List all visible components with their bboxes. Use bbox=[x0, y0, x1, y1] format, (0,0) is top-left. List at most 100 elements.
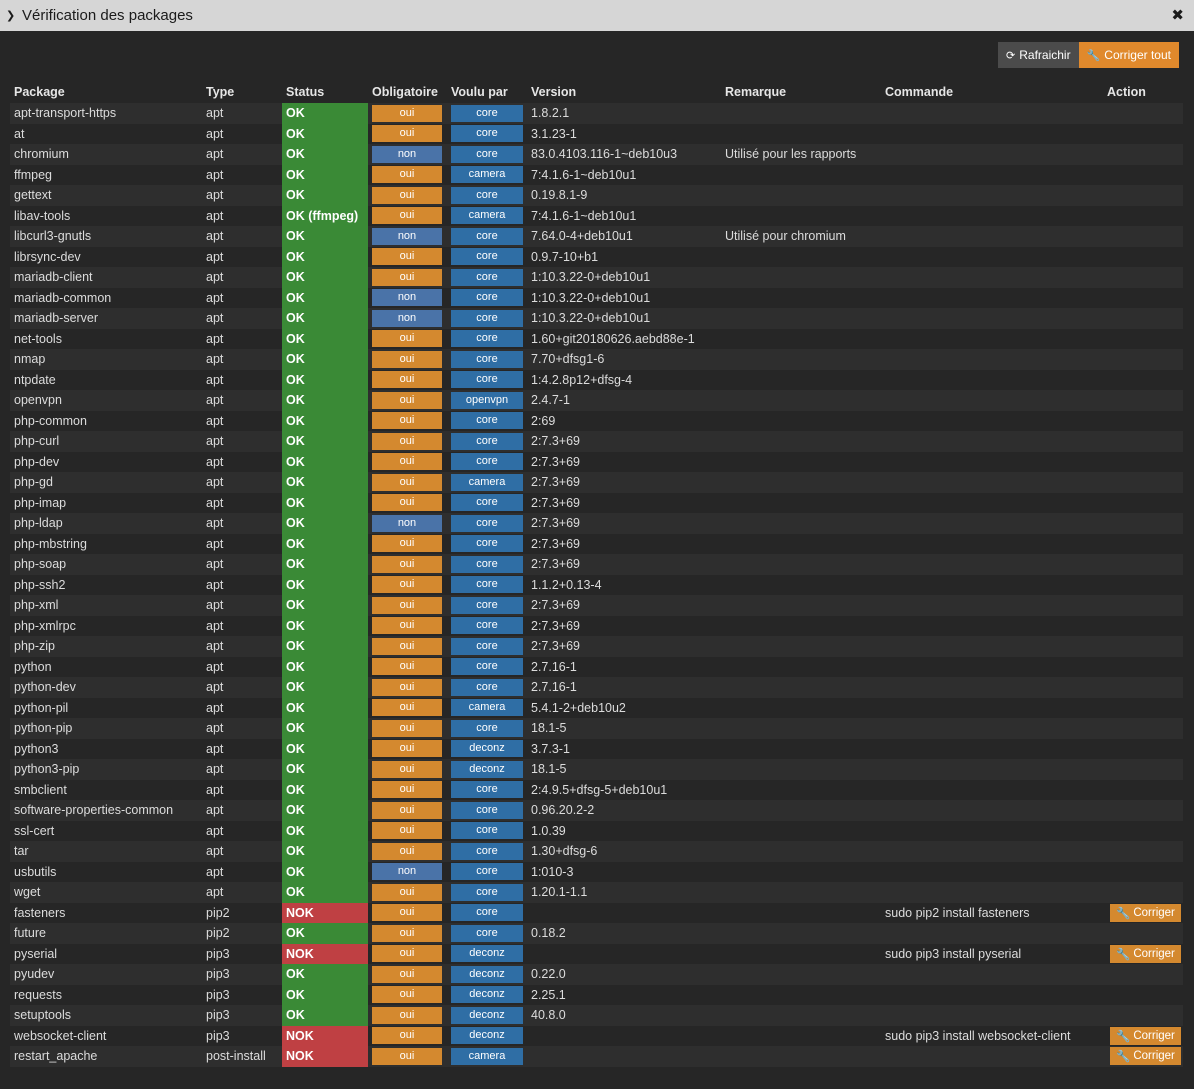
version-cell: 83.0.4103.116-1~deb10u3 bbox=[527, 144, 721, 165]
command-cell bbox=[881, 144, 1103, 165]
remark-cell bbox=[721, 369, 881, 390]
column-header-required[interactable]: Obligatoire bbox=[372, 85, 438, 99]
fix-button[interactable]: 🔧 Corriger bbox=[1110, 1047, 1181, 1066]
fix-button[interactable]: 🔧 Corriger bbox=[1110, 903, 1181, 922]
window-titlebar: ❯ Vérification des packages ✖ bbox=[0, 0, 1194, 31]
required-badge: oui bbox=[372, 535, 442, 553]
package-name: php-xmlrpc bbox=[10, 615, 202, 636]
required-cell: oui bbox=[368, 267, 447, 288]
command-cell bbox=[881, 615, 1103, 636]
wanted-by-cell: openvpn bbox=[447, 390, 527, 411]
table-header-row: Package Type Status Obligatoire Voulu pa… bbox=[10, 81, 1183, 103]
remark-cell bbox=[721, 656, 881, 677]
wanted-by-badge: core bbox=[451, 350, 523, 368]
package-name: libcurl3-gnutls bbox=[10, 226, 202, 247]
column-header-version[interactable]: Version bbox=[531, 85, 577, 99]
action-cell bbox=[1103, 636, 1183, 657]
fix-button[interactable]: 🔧 Corriger bbox=[1110, 944, 1181, 963]
action-cell bbox=[1103, 205, 1183, 226]
command-cell bbox=[881, 697, 1103, 718]
command-cell bbox=[881, 554, 1103, 575]
required-cell: oui bbox=[368, 164, 447, 185]
required-badge: non bbox=[372, 309, 442, 327]
remark-cell bbox=[721, 779, 881, 800]
version-cell: 2:69 bbox=[527, 410, 721, 431]
package-name: librsync-dev bbox=[10, 246, 202, 267]
remark-cell bbox=[721, 841, 881, 862]
column-header-action[interactable]: Action bbox=[1107, 85, 1146, 99]
table-row: python3-pip apt OK oui deconz 18.1-5 bbox=[10, 759, 1183, 780]
required-badge: oui bbox=[372, 822, 442, 840]
command-cell bbox=[881, 861, 1103, 882]
fix-button[interactable]: 🔧 Corriger bbox=[1110, 1026, 1181, 1045]
required-badge: oui bbox=[372, 740, 442, 758]
package-type: apt bbox=[202, 451, 282, 472]
wanted-by-cell: core bbox=[447, 410, 527, 431]
wanted-by-badge: deconz bbox=[451, 740, 523, 758]
table-row: requests pip3 OK oui deconz 2.25.1 bbox=[10, 984, 1183, 1005]
column-header-wanted-by[interactable]: Voulu par bbox=[451, 85, 508, 99]
package-type: apt bbox=[202, 841, 282, 862]
action-cell bbox=[1103, 287, 1183, 308]
wanted-by-badge: core bbox=[451, 596, 523, 614]
package-type: apt bbox=[202, 636, 282, 657]
chevron-right-icon[interactable]: ❯ bbox=[6, 10, 16, 22]
status-cell: OK bbox=[282, 144, 368, 165]
action-cell bbox=[1103, 410, 1183, 431]
required-badge: oui bbox=[372, 104, 442, 122]
table-row: php-ssh2 apt OK oui core 1.1.2+0.13-4 bbox=[10, 574, 1183, 595]
package-type: apt bbox=[202, 103, 282, 124]
action-cell bbox=[1103, 328, 1183, 349]
command-cell bbox=[881, 923, 1103, 944]
version-cell: 18.1-5 bbox=[527, 718, 721, 739]
column-header-command[interactable]: Commande bbox=[885, 85, 954, 99]
table-row: libav-tools apt OK (ffmpeg) oui camera 7:4.1.… bbox=[10, 205, 1183, 226]
column-header-package[interactable]: Package bbox=[14, 85, 65, 99]
package-name: php-mbstring bbox=[10, 533, 202, 554]
wanted-by-cell: core bbox=[447, 841, 527, 862]
close-icon[interactable]: ✖ bbox=[1171, 7, 1184, 24]
fix-all-button[interactable]: 🔧 Corriger tout bbox=[1078, 42, 1179, 68]
status-cell: OK bbox=[282, 718, 368, 739]
wanted-by-cell: core bbox=[447, 923, 527, 944]
column-header-status[interactable]: Status bbox=[286, 85, 325, 99]
wanted-by-cell: core bbox=[447, 451, 527, 472]
required-badge: non bbox=[372, 863, 442, 881]
required-cell: oui bbox=[368, 1005, 447, 1026]
command-cell: sudo pip3 install pyserial bbox=[881, 943, 1103, 964]
required-badge: oui bbox=[372, 453, 442, 471]
remark-cell bbox=[721, 431, 881, 452]
required-cell: non bbox=[368, 861, 447, 882]
status-cell: OK bbox=[282, 697, 368, 718]
refresh-button[interactable]: ⟳ Rafraichir bbox=[998, 42, 1079, 68]
remark-cell bbox=[721, 1046, 881, 1067]
remark-cell bbox=[721, 308, 881, 329]
remark-cell bbox=[721, 902, 881, 923]
wrench-icon: 🔧 bbox=[1116, 1030, 1131, 1043]
status-cell: OK bbox=[282, 533, 368, 554]
required-cell: oui bbox=[368, 472, 447, 493]
remark-cell bbox=[721, 923, 881, 944]
wanted-by-cell: camera bbox=[447, 164, 527, 185]
package-name: fasteners bbox=[10, 902, 202, 923]
package-type: apt bbox=[202, 410, 282, 431]
wanted-by-cell: core bbox=[447, 677, 527, 698]
status-cell: OK bbox=[282, 123, 368, 144]
required-badge: oui bbox=[372, 555, 442, 573]
table-row: future pip2 OK oui core 0.18.2 bbox=[10, 923, 1183, 944]
required-cell: oui bbox=[368, 103, 447, 124]
table-row: smbclient apt OK oui core 2:4.9.5+dfsg-5+deb1… bbox=[10, 779, 1183, 800]
required-badge: oui bbox=[372, 166, 442, 184]
package-name: mariadb-common bbox=[10, 287, 202, 308]
command-cell: sudo pip2 install fasteners bbox=[881, 902, 1103, 923]
column-header-remark[interactable]: Remarque bbox=[725, 85, 787, 99]
action-cell bbox=[1103, 779, 1183, 800]
package-name: python3-pip bbox=[10, 759, 202, 780]
status-cell: OK bbox=[282, 451, 368, 472]
package-name: ffmpeg bbox=[10, 164, 202, 185]
remark-cell bbox=[721, 103, 881, 124]
package-name: php-soap bbox=[10, 554, 202, 575]
package-type: apt bbox=[202, 369, 282, 390]
version-cell: 0.9.7-10+b1 bbox=[527, 246, 721, 267]
column-header-type[interactable]: Type bbox=[206, 85, 235, 99]
